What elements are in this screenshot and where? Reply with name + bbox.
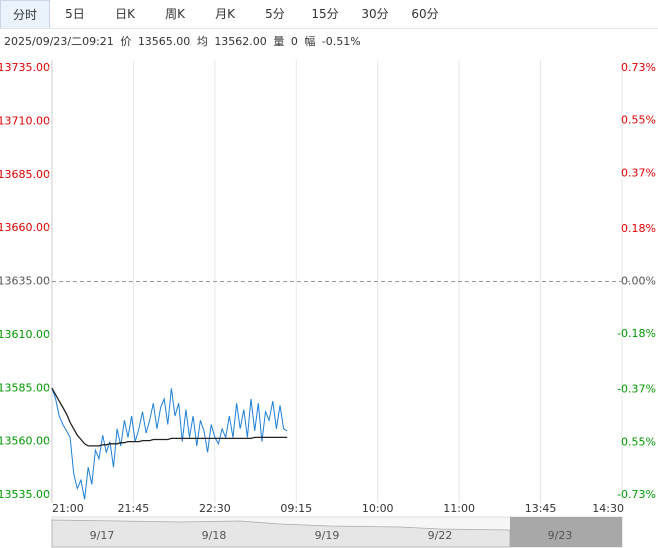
tab[interactable]: 周K	[165, 7, 185, 21]
y2-tick-label: 0.00%	[621, 275, 656, 288]
y-tick-label: 13660.00	[0, 221, 50, 234]
tab[interactable]: 15分	[311, 7, 339, 21]
x-tick-label: 14:30	[592, 502, 624, 515]
x-tick-label: 13:45	[525, 502, 557, 515]
tab[interactable]: 30分	[361, 7, 389, 21]
y2-tick-label: 0.55%	[621, 435, 656, 448]
y-tick-label: 13710.00	[0, 114, 50, 127]
avg: 13562.00	[214, 35, 267, 48]
y-tick-label: 13560.00	[0, 435, 50, 448]
navigator-selection[interactable]	[510, 517, 622, 547]
tab-bar: 分时 5日 日K 周K 月K 5分 15分 30分 60分	[0, 0, 658, 29]
y-tick-label: 13535.00	[0, 488, 50, 501]
series-line	[51, 388, 288, 500]
x-tick-label: 22:30	[199, 502, 231, 515]
navigator-date: 9/17	[90, 529, 115, 542]
y-tick-label: 13585.00	[0, 381, 50, 394]
price-label: 价	[120, 35, 132, 48]
y2-tick-label: -0.37%	[617, 383, 656, 396]
y2-tick-label: -0.18%	[617, 327, 656, 340]
x-tick-label: 10:00	[362, 502, 394, 515]
x-tick-label: 09:15	[280, 502, 312, 515]
y-tick-label: 13685.00	[0, 168, 50, 181]
navigator-date: 9/18	[202, 529, 227, 542]
navigator-date: 9/23	[548, 529, 573, 542]
volume-label: 量	[273, 35, 285, 48]
info-line: 2025/09/23/二09:21 价 13565.00 均 13562.00 …	[4, 33, 364, 49]
tab[interactable]: 分时	[0, 0, 50, 28]
y2-tick-label: 0.73%	[621, 61, 656, 74]
navigator-date: 9/22	[428, 529, 453, 542]
y2-tick-label: 0.55%	[621, 114, 656, 127]
x-tick-label: 11:00	[443, 502, 475, 515]
y-tick-label: 13610.00	[0, 328, 50, 341]
tab[interactable]: 月K	[215, 7, 235, 21]
y-tick-label: 13635.00	[0, 275, 50, 288]
price: 13565.00	[137, 35, 191, 48]
tab[interactable]: 5分	[265, 7, 285, 21]
y2-tick-label: 0.18%	[621, 222, 656, 235]
datetime: 2025/09/23/二09:21	[4, 35, 114, 48]
tab[interactable]: 5日	[65, 7, 85, 21]
volume: 0	[290, 35, 298, 48]
y-tick-label: 13735.00	[0, 61, 50, 74]
series-line	[51, 387, 288, 447]
range: -0.51%	[321, 35, 361, 48]
navigator-sparkline	[51, 519, 511, 548]
range-label: 幅	[304, 35, 316, 48]
x-tick-label: 21:45	[118, 502, 150, 515]
y2-tick-label: -0.73%	[617, 488, 656, 501]
tab[interactable]: 日K	[115, 7, 135, 21]
avg-label: 均	[196, 35, 208, 48]
x-tick-label: 21:00	[52, 502, 84, 515]
tab[interactable]: 60分	[411, 7, 439, 21]
y2-tick-label: 0.37%	[621, 166, 656, 179]
navigator-date: 9/19	[315, 529, 340, 542]
